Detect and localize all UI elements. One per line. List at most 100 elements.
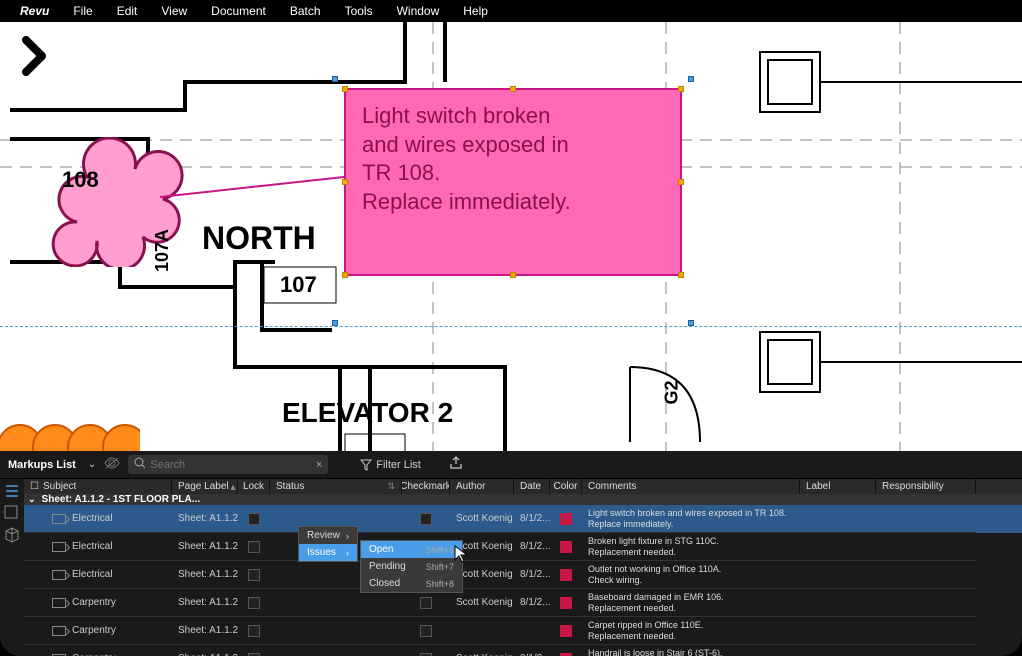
- label-107a: 107A: [152, 229, 173, 272]
- lock-checkbox[interactable]: [248, 625, 260, 637]
- color-swatch: [560, 625, 572, 637]
- status-context-menu[interactable]: Review›Issues›: [298, 526, 358, 562]
- menu-batch[interactable]: Batch: [278, 2, 333, 20]
- menu-view[interactable]: View: [149, 2, 199, 20]
- panel-dropdown-icon[interactable]: ⌄: [88, 459, 96, 470]
- search-input[interactable]: [150, 459, 316, 471]
- col-resp[interactable]: Responsibility: [876, 479, 976, 494]
- cube-icon[interactable]: [4, 527, 20, 543]
- col-color[interactable]: Color: [550, 479, 582, 494]
- context-sub-item[interactable]: PendingShift+7: [361, 558, 462, 575]
- lock-checkbox[interactable]: [248, 513, 260, 525]
- col-status[interactable]: Status⇅: [270, 479, 402, 494]
- list-view-icon[interactable]: [4, 483, 20, 499]
- context-item[interactable]: Review›: [299, 527, 357, 544]
- export-icon: [449, 456, 463, 470]
- row-status[interactable]: [270, 589, 402, 617]
- row-label: [800, 505, 876, 533]
- visibility-icon[interactable]: [104, 457, 120, 472]
- row-author: Scott Koenig: [450, 589, 514, 617]
- row-date: 8/1/2...: [514, 589, 550, 617]
- col-subject[interactable]: ☐Subject: [24, 479, 172, 494]
- color-swatch: [560, 513, 572, 525]
- drawing-canvas[interactable]: 108 Light switch broken and wires expose…: [0, 22, 1022, 451]
- col-label[interactable]: Label: [800, 479, 876, 494]
- col-check[interactable]: Checkmark: [402, 479, 450, 494]
- row-resp: [876, 589, 976, 617]
- checkmark-box[interactable]: [420, 653, 432, 656]
- sheet-label: Sheet: A1.1.2 - 1ST FLOOR PLA...: [42, 494, 201, 505]
- lock-checkbox[interactable]: [248, 569, 260, 581]
- col-author[interactable]: Author: [450, 479, 514, 494]
- callout-markup[interactable]: Light switch broken and wires exposed in…: [344, 88, 682, 276]
- callout-text: Light switch broken and wires exposed in…: [362, 103, 571, 214]
- row-subject: Electrical: [72, 513, 113, 524]
- menu-bar: Revu File Edit View Document Batch Tools…: [0, 0, 1022, 22]
- menu-tools[interactable]: Tools: [333, 2, 385, 20]
- context-sub-item[interactable]: OpenShift+6: [361, 541, 462, 558]
- row-label: [800, 561, 876, 589]
- menu-window[interactable]: Window: [385, 2, 452, 20]
- callout-icon: [52, 626, 66, 636]
- cursor-icon: [454, 545, 468, 563]
- lock-checkbox[interactable]: [248, 541, 260, 553]
- row-subject: Electrical: [72, 541, 113, 552]
- row-page: Sheet: A1.1.2 - ...: [172, 645, 238, 656]
- filter-button[interactable]: Filter List: [360, 459, 421, 471]
- markup-row[interactable]: ElectricalSheet: A1.1.2 - ...Scott Koeni…: [24, 505, 1022, 533]
- markup-row[interactable]: ElectricalSheet: A1.1.2 - ...Scott Koeni…: [24, 533, 1022, 561]
- menu-help[interactable]: Help: [451, 2, 500, 20]
- sheet-group-row[interactable]: ⌄ Sheet: A1.1.2 - 1ST FLOOR PLA...: [24, 494, 1022, 505]
- lock-checkbox[interactable]: [248, 597, 260, 609]
- row-status[interactable]: [270, 645, 402, 656]
- row-comments: Outlet not working in Office 110A.Check …: [582, 561, 800, 589]
- row-date: 8/1/2...: [514, 561, 550, 589]
- row-page: Sheet: A1.1.2 - ...: [172, 561, 238, 589]
- collapse-icon[interactable]: ⌄: [28, 494, 36, 505]
- menu-file[interactable]: File: [61, 2, 104, 20]
- row-comments: Carpet ripped in Office 110E.Replacement…: [582, 617, 800, 645]
- menu-revu[interactable]: Revu: [8, 2, 61, 20]
- checkmark-box[interactable]: [420, 513, 432, 525]
- row-subject: Carpentry: [72, 625, 116, 636]
- col-page[interactable]: Page Label▲: [172, 479, 238, 494]
- markup-row[interactable]: CarpentrySheet: A1.1.2 - ...Scott Koenig…: [24, 589, 1022, 617]
- checkbox-col-icon[interactable]: [4, 505, 20, 521]
- col-lock[interactable]: Lock: [238, 479, 270, 494]
- row-date: 8/1/2...: [514, 505, 550, 533]
- row-page: Sheet: A1.1.2 - ...: [172, 533, 238, 561]
- lock-checkbox[interactable]: [248, 653, 260, 656]
- col-comments[interactable]: Comments: [582, 479, 800, 494]
- selection-guide: [0, 326, 1022, 327]
- row-label: [800, 617, 876, 645]
- markup-row[interactable]: CarpentrySheet: A1.1.2 - ...Scott Koenig…: [24, 645, 1022, 656]
- row-page: Sheet: A1.1.2 - ...: [172, 617, 238, 645]
- clear-search-icon[interactable]: ×: [316, 459, 322, 471]
- checkmark-box[interactable]: [420, 597, 432, 609]
- sort-asc-icon: ▲: [229, 482, 238, 492]
- context-item[interactable]: Issues›: [299, 544, 357, 561]
- row-status[interactable]: [270, 617, 402, 645]
- menu-document[interactable]: Document: [199, 2, 278, 20]
- row-label: [800, 589, 876, 617]
- markups-grid: ☐Subject Page Label▲ Lock Status⇅ Checkm…: [24, 479, 1022, 656]
- markup-row[interactable]: Carpentry Sheet: A1.1.2 - ... Carpet rippe…: [24, 617, 1022, 645]
- orange-shapes: [0, 417, 140, 451]
- expand-panel-button[interactable]: [10, 32, 58, 85]
- col-date[interactable]: Date: [514, 479, 550, 494]
- status-sub-menu[interactable]: OpenShift+6PendingShift+7ClosedShift+8: [360, 540, 463, 593]
- search-box[interactable]: ×: [128, 455, 328, 474]
- row-subject: Electrical: [72, 569, 113, 580]
- row-subject: Carpentry: [72, 597, 116, 608]
- checkmark-box[interactable]: [420, 625, 432, 637]
- context-sub-item[interactable]: ClosedShift+8: [361, 575, 462, 592]
- color-swatch: [560, 653, 572, 656]
- row-label: [800, 645, 876, 656]
- row-resp: [876, 617, 976, 645]
- markup-row[interactable]: ElectricalSheet: A1.1.2 - ...Scott Koeni…: [24, 561, 1022, 589]
- export-button[interactable]: [449, 456, 463, 473]
- menu-edit[interactable]: Edit: [105, 2, 150, 20]
- row-date: 8/1/2...: [514, 533, 550, 561]
- row-comments: Handrail is loose in Stair 6 (ST-6).Adju…: [582, 645, 800, 656]
- row-label: [800, 533, 876, 561]
